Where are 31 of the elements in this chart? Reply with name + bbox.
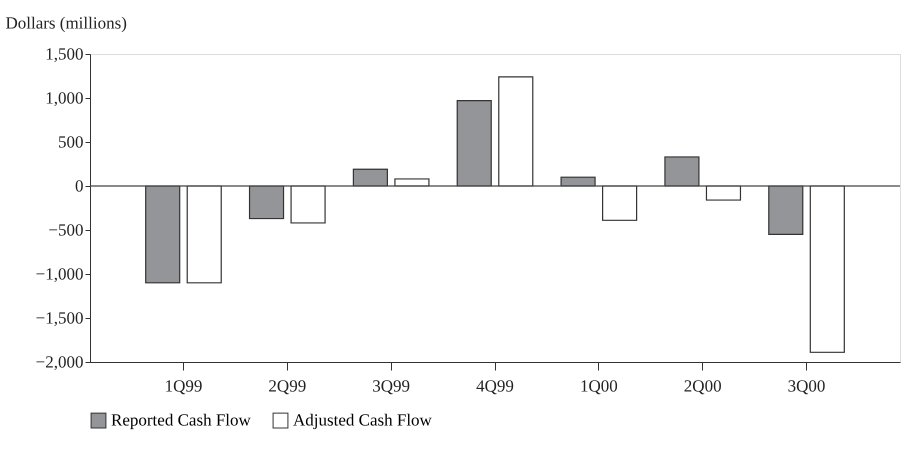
bar: [145, 185, 180, 284]
y-axis-title: Dollars (millions): [6, 14, 127, 32]
bar: [498, 76, 534, 187]
y-tick-label: 500: [58, 132, 84, 152]
y-tick-label: 1,000: [45, 88, 84, 108]
y-tick-label: −1,500: [36, 308, 84, 328]
x-tick-label: 2Q99: [268, 376, 306, 396]
y-tick-label: 1,500: [45, 44, 84, 64]
legend-label: Adjusted Cash Flow: [293, 410, 433, 430]
y-tick-label: 0: [75, 176, 84, 196]
x-tick-label: 1Q00: [580, 376, 618, 396]
bar: [456, 100, 492, 187]
y-tick-label: −1,000: [36, 264, 84, 284]
x-tick-label: 2Q00: [684, 376, 722, 396]
bar: [248, 185, 284, 220]
x-tick-label: 3Q00: [788, 376, 826, 396]
bar: [352, 168, 388, 187]
y-tick-label: −500: [48, 220, 84, 240]
bar: [706, 185, 742, 201]
legend-label: Reported Cash Flow: [111, 410, 252, 430]
bar: [290, 185, 326, 224]
bar: [810, 185, 845, 353]
bar: [186, 185, 222, 284]
bar: [602, 185, 638, 221]
y-tick-label: −2,000: [36, 352, 84, 372]
x-tick-label: 4Q99: [476, 376, 514, 396]
x-tick-label: 1Q99: [164, 376, 202, 396]
bar: [560, 176, 596, 187]
bar: [768, 185, 804, 235]
x-tick-label: 3Q99: [372, 376, 410, 396]
bar: [664, 156, 700, 187]
